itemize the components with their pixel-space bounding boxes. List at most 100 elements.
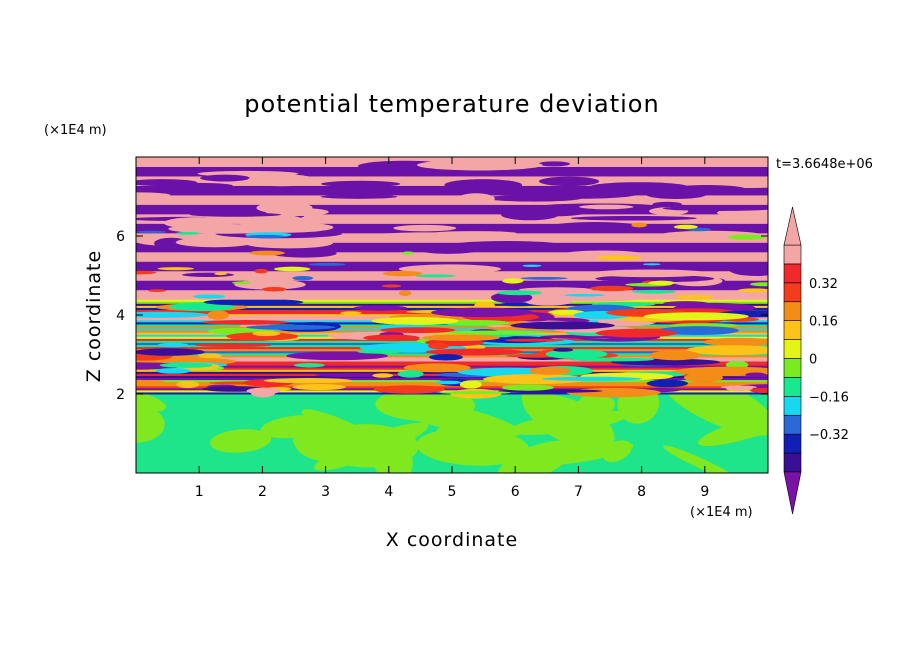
x-tick-label: 3 [321, 484, 330, 500]
mixing-streak [510, 321, 615, 330]
mixing-band [136, 298, 768, 302]
stratified-lens [393, 224, 457, 232]
stratified-streak [261, 286, 287, 292]
colorbar-segment [783, 301, 802, 321]
x-tick-label: 1 [195, 484, 204, 500]
stratified-lens [590, 182, 688, 191]
stratified-lens [175, 237, 254, 248]
stratified-lens [457, 193, 495, 205]
mixing-streak [136, 348, 205, 356]
x-axis-unit: (×1E4 m) [690, 505, 753, 520]
stratified-lens [200, 174, 250, 182]
stratified-lens [244, 237, 334, 249]
colorbar-segment [783, 358, 802, 378]
mixing-band [136, 388, 768, 393]
x-tick-label: 7 [574, 484, 583, 500]
lower-patch [373, 438, 413, 473]
stratified-lens [136, 192, 171, 198]
mixing-streak [397, 370, 424, 378]
stratified-lens [579, 204, 634, 210]
lower-patch [210, 429, 272, 453]
y-tick-label: 6 [116, 229, 125, 245]
stratified-lens [320, 180, 401, 187]
colorbar-tick-label: 0.32 [809, 277, 838, 292]
mixing-streak [340, 311, 362, 315]
stratified-lens [197, 157, 267, 165]
colorbar-over-arrow [783, 206, 802, 246]
stratified-band [136, 203, 768, 215]
mixing-streak [444, 330, 546, 335]
mixing-band [136, 306, 768, 311]
stratified-streak [398, 290, 412, 296]
mixing-streak [286, 351, 388, 361]
mixing-streak [504, 338, 564, 342]
stratified-lens [234, 279, 306, 290]
stratified-streak [136, 270, 157, 275]
mixing-streak [245, 324, 336, 330]
stratified-streak [648, 280, 676, 286]
mixing-streak [373, 385, 445, 394]
stratified-lens [168, 224, 283, 234]
mixing-streak [363, 334, 420, 342]
stratified-streak [308, 262, 347, 266]
x-tick-label: 2 [258, 484, 267, 500]
stratified-band [136, 194, 768, 205]
colorbar-segment [783, 320, 802, 340]
mixing-streak [427, 342, 450, 350]
colorbar-segment [783, 377, 802, 397]
stratified-streak [214, 272, 227, 276]
stratified-band [136, 251, 768, 262]
x-tick-label: 4 [384, 484, 393, 500]
stratified-streak [496, 290, 542, 296]
mixing-band [136, 302, 768, 306]
lower-patch [578, 393, 616, 414]
mixing-streak [501, 384, 554, 391]
stratified-streak [415, 274, 456, 278]
stratified-band [136, 288, 768, 300]
mixing-streak [430, 307, 534, 318]
mixing-streak [595, 328, 677, 338]
mixing-streak [371, 317, 459, 325]
mixing-band [136, 386, 768, 391]
mixing-streak [553, 347, 574, 352]
mixing-band [136, 361, 768, 366]
mixing-streak [155, 368, 191, 374]
y-tick-label: 4 [116, 308, 125, 324]
mixing-streak [745, 372, 767, 378]
stratified-streak [564, 293, 605, 297]
mixing-streak [226, 332, 299, 341]
stratified-lens [590, 269, 710, 278]
mixing-streak [136, 311, 209, 318]
colorbar-under-arrow [783, 471, 802, 515]
stratified-lens [538, 161, 571, 167]
colorbar-tick-label: 0 [809, 353, 817, 368]
lower-patch [507, 441, 634, 467]
mixing-band [136, 376, 768, 381]
stratified-streak [382, 270, 423, 277]
colorbar-tick-label: −0.16 [809, 390, 849, 405]
mixing-band [136, 304, 768, 308]
stratified-streak [147, 289, 167, 293]
colorbar-segment [783, 452, 802, 473]
mixing-streak [203, 298, 304, 306]
mixing-band [136, 324, 768, 329]
x-tick-label: 5 [448, 484, 457, 500]
mixing-streak [159, 362, 213, 368]
stratified-streak [231, 281, 252, 285]
lower-patch [389, 399, 521, 438]
stratified-band [136, 175, 768, 186]
stratified-streak [136, 230, 167, 234]
y-axis-label: Z coordinate [83, 250, 105, 382]
mixing-streak [169, 302, 235, 312]
colorbar-segment [783, 263, 802, 284]
stratified-streak [157, 267, 195, 271]
stratified-streak [595, 255, 642, 261]
stratified-streak [502, 278, 524, 284]
stratified-lens [501, 209, 559, 221]
colorbar-segment [783, 433, 802, 454]
mixing-streak [459, 380, 482, 389]
stratified-lens [398, 264, 502, 274]
stratified-streak [687, 227, 711, 232]
stratified-streak [193, 294, 226, 299]
stratified-streak [589, 285, 634, 292]
